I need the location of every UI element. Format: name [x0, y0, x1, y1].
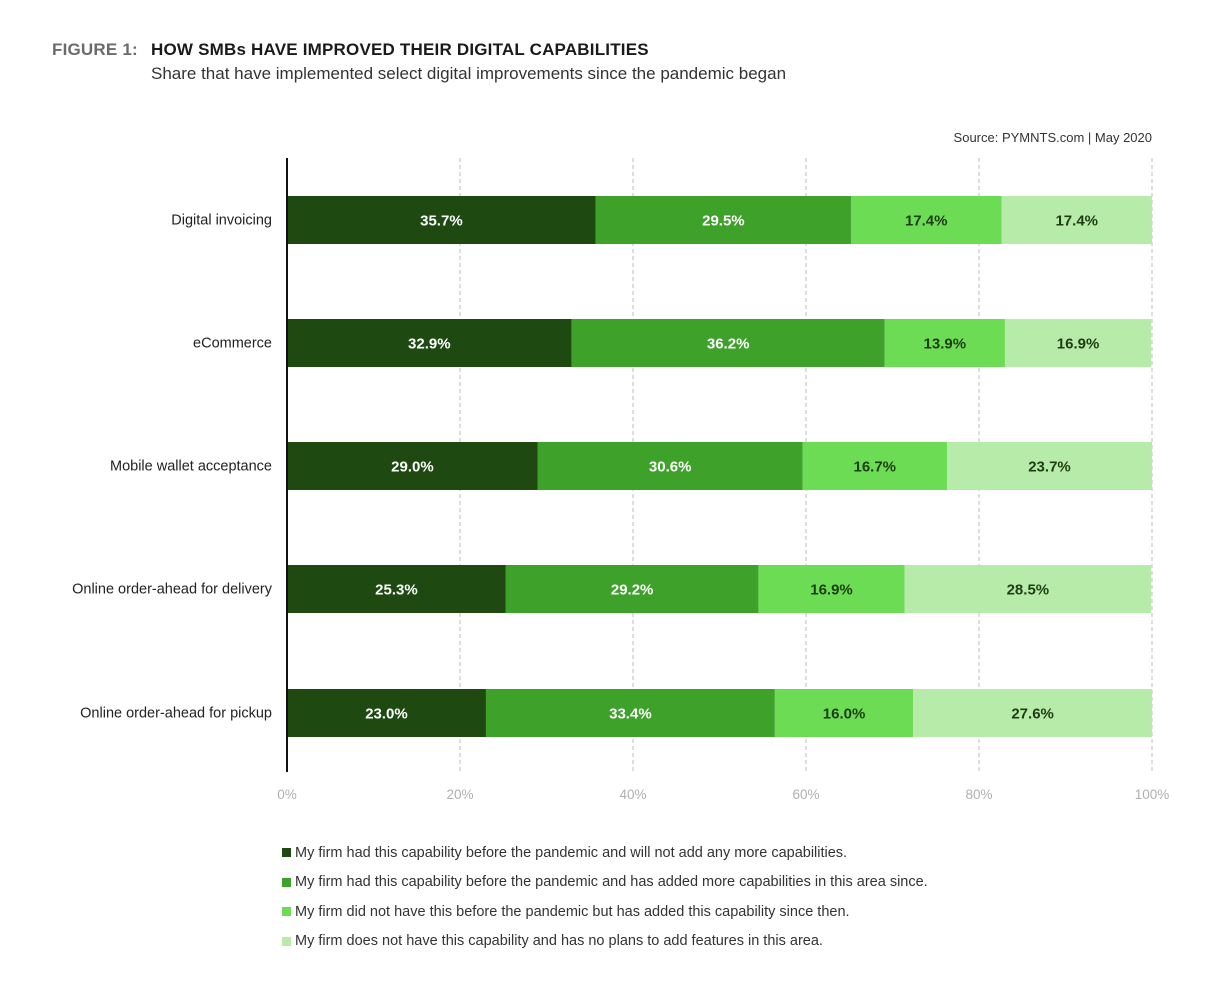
bar-data-label: 30.6% [649, 459, 692, 476]
bar-data-label: 25.3% [375, 582, 418, 599]
legend-label: My firm had this capability before the p… [295, 874, 928, 891]
figure-label: FIGURE 1: [52, 40, 138, 59]
bar-data-label: 16.9% [1057, 336, 1100, 353]
x-tick-label: 0% [277, 787, 297, 802]
bar-data-label: 23.0% [365, 706, 408, 723]
bar-segment [505, 565, 759, 613]
x-tick-label: 20% [446, 787, 473, 802]
bar-segment [287, 565, 506, 613]
bar-segment [850, 196, 1002, 244]
legend-swatch [282, 936, 291, 946]
category-label: Online order-ahead for delivery [72, 582, 273, 598]
legend-swatch [282, 907, 291, 917]
bar-data-label: 13.9% [924, 336, 967, 353]
bar-segment [758, 565, 905, 613]
legend-label: My firm does not have this capability an… [295, 933, 823, 950]
category-label: Digital invoicing [171, 213, 272, 229]
bar-segment [884, 319, 1005, 367]
bar-segment [913, 689, 1152, 737]
bar-segment [485, 689, 775, 737]
category-label: eCommerce [193, 336, 272, 352]
legend-label: My firm had this capability before the p… [295, 844, 848, 861]
bar-segment [537, 442, 803, 490]
bar-data-label: 17.4% [1055, 213, 1098, 230]
bar-segment [946, 442, 1152, 490]
figure-subtitle: Share that have implemented select digit… [151, 64, 787, 83]
bar-data-label: 36.2% [707, 336, 750, 353]
x-tick-label: 40% [619, 787, 646, 802]
bar-segment [904, 565, 1152, 613]
figure-header: FIGURE 1: HOW SMBs HAVE IMPROVED THEIR DI… [52, 40, 649, 60]
bar-data-label: 23.7% [1028, 459, 1071, 476]
x-tick-label: 80% [965, 787, 992, 802]
bar-segment [774, 689, 914, 737]
bar-data-label: 33.4% [609, 706, 652, 723]
legend-item: My firm had this capability before the p… [282, 838, 928, 868]
bar-data-label: 29.5% [702, 213, 745, 230]
bar-segment [287, 319, 572, 367]
bar-segment [1004, 319, 1152, 367]
chart-legend: My firm had this capability before the p… [282, 838, 928, 956]
legend-swatch [282, 877, 291, 887]
bar-data-label: 16.9% [810, 582, 853, 599]
legend-swatch [282, 848, 291, 858]
x-tick-label: 100% [1135, 787, 1170, 802]
bar-segment [287, 196, 596, 244]
bar-data-label: 17.4% [905, 213, 948, 230]
category-label: Online order-ahead for pickup [80, 706, 272, 722]
bar-segment [802, 442, 947, 490]
legend-item: My firm had this capability before the p… [282, 868, 928, 898]
bar-data-label: 16.0% [823, 706, 866, 723]
x-tick-label: 60% [792, 787, 819, 802]
legend-item: My firm does not have this capability an… [282, 927, 928, 957]
figure-title-row: FIGURE 1: HOW SMBs HAVE IMPROVED THEIR DI… [52, 40, 649, 60]
bar-data-label: 27.6% [1011, 706, 1054, 723]
source-note: Source: PYMNTS.com | May 2020 [953, 130, 1152, 145]
bar-segment [287, 689, 486, 737]
legend-label: My firm did not have this before the pan… [295, 903, 850, 920]
bar-segment [571, 319, 885, 367]
bar-data-label: 35.7% [420, 213, 463, 230]
bar-data-label: 29.2% [611, 582, 654, 599]
bar-data-label: 28.5% [1007, 582, 1050, 599]
bar-segment [595, 196, 851, 244]
bar-data-label: 32.9% [408, 336, 451, 353]
bar-segment [287, 442, 538, 490]
bar-segment [1001, 196, 1152, 244]
bar-data-label: 16.7% [853, 459, 896, 476]
legend-item: My firm did not have this before the pan… [282, 897, 928, 927]
bar-data-label: 29.0% [391, 459, 434, 476]
figure-title: HOW SMBs HAVE IMPROVED THEIR DIGITAL CAP… [151, 40, 649, 59]
category-label: Mobile wallet acceptance [110, 459, 272, 475]
